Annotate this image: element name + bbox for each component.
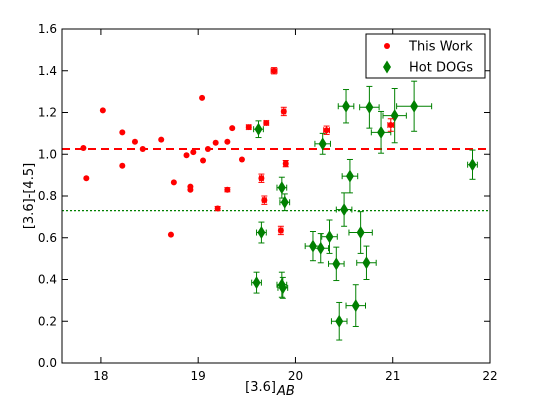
hot-dogs-point	[345, 169, 354, 183]
x-axis-label-subscript: AB	[276, 384, 295, 399]
y-tick-label: 1.0	[38, 147, 57, 161]
hot-dogs-point	[280, 195, 289, 209]
y-axis-label: [3.6]-[4.5]	[22, 163, 37, 229]
this-work-point	[261, 197, 268, 204]
this-work-point	[131, 138, 138, 145]
hot-dogs-point	[365, 100, 374, 114]
this-work-point	[183, 152, 190, 159]
hot-dogs-point	[257, 226, 266, 240]
this-work-point	[212, 139, 219, 146]
this-work-point	[158, 136, 165, 143]
x-tick-label: 20	[288, 369, 303, 383]
x-tick-label: 19	[191, 369, 206, 383]
series-this-work	[80, 67, 395, 238]
this-work-point	[214, 205, 221, 212]
y-tick-label: 1.2	[38, 106, 57, 120]
hot-dogs-point	[254, 122, 263, 136]
this-work-point	[258, 175, 265, 182]
this-work-point	[263, 119, 270, 126]
this-work-point	[280, 108, 287, 115]
this-work-point	[119, 129, 126, 136]
y-tick-label: 1.4	[38, 64, 57, 78]
this-work-point	[229, 125, 236, 132]
this-work-point	[190, 149, 197, 156]
this-work-point	[224, 138, 231, 145]
plot-background	[62, 29, 490, 363]
x-tick-label: 18	[93, 369, 108, 383]
this-work-point	[282, 160, 289, 167]
this-work-point	[199, 94, 206, 101]
legend-marker-hot-dogs	[383, 60, 391, 74]
y-tick-label: 0.6	[38, 231, 57, 245]
this-work-point	[167, 231, 174, 238]
hot-dogs-point	[377, 125, 386, 139]
this-work-point	[170, 179, 177, 186]
hot-dogs-point	[340, 203, 349, 217]
this-work-point	[238, 156, 245, 163]
this-work-point	[204, 146, 211, 153]
hot-dogs-point	[316, 241, 325, 255]
y-tick-label: 1.6	[38, 22, 57, 36]
legend-label-hot-dogs: Hot DOGs	[409, 61, 473, 76]
hot-dogs-point	[356, 226, 365, 240]
y-tick-labels: 0.0 0.2 0.4 0.6 0.8 1.0 1.2 1.4 1.6	[38, 22, 57, 370]
y-tick-label: 0.2	[38, 314, 57, 328]
reference-lines	[62, 148, 490, 212]
this-work-point	[271, 67, 278, 74]
hot-dogs-point	[325, 230, 334, 244]
y-tick-label: 0.4	[38, 273, 57, 287]
y-tick-label: 0.8	[38, 189, 57, 203]
hot-dogs-point	[410, 99, 419, 113]
this-work-point	[139, 146, 146, 153]
this-work-point	[119, 162, 126, 169]
hot-dogs-point	[252, 276, 261, 290]
x-tick-label: 21	[385, 369, 400, 383]
y-tick-label: 0.0	[38, 356, 57, 370]
this-work-point	[277, 227, 284, 234]
this-work-point	[99, 107, 106, 114]
this-work-point	[187, 183, 194, 190]
hot-dogs-point	[332, 257, 341, 271]
series-hot-dogs	[251, 80, 478, 341]
legend-marker-this-work	[384, 43, 390, 49]
this-work-point	[200, 157, 207, 164]
hot-dogs-point	[335, 314, 344, 328]
hot-dogs-point	[351, 299, 360, 313]
hot-dogs-point	[468, 158, 477, 172]
this-work-point	[224, 186, 231, 193]
this-work-point	[245, 124, 252, 131]
this-work-point	[387, 122, 394, 129]
this-work-point	[323, 127, 330, 134]
legend-label-this-work: This Work	[408, 40, 473, 55]
hot-dogs-point	[362, 256, 371, 270]
axis-ticks	[62, 28, 491, 364]
x-tick-labels: 18 19 20 21 22	[93, 369, 497, 383]
hot-dogs-point	[318, 137, 327, 151]
hot-dogs-point	[342, 99, 351, 113]
hot-dogs-point	[277, 181, 286, 195]
this-work-point	[83, 175, 90, 182]
x-axis-label: [3.6]	[245, 380, 276, 395]
x-tick-label: 22	[482, 369, 497, 383]
legend: This Work Hot DOGs	[365, 33, 486, 79]
hot-dogs-point	[278, 281, 287, 295]
this-work-point	[80, 144, 87, 151]
